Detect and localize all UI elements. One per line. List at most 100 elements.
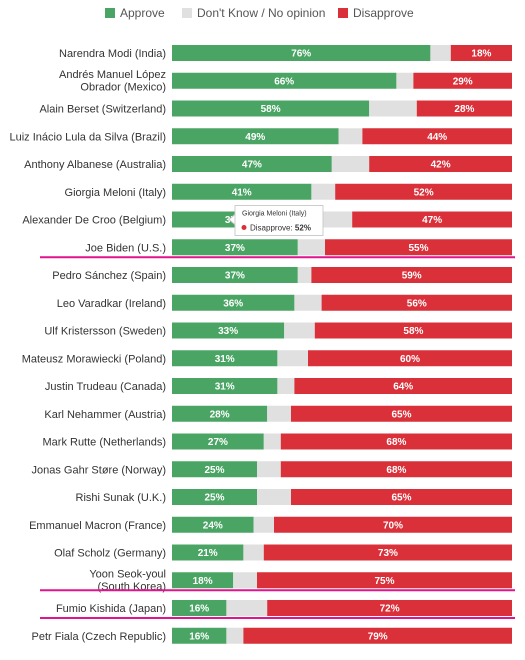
bar-segment-dont-know[interactable] [294, 294, 322, 311]
category-label: Narendra Modi (India) [59, 48, 166, 60]
bar-segment-approve[interactable] [172, 267, 298, 283]
bar-segment-dont-know[interactable] [396, 72, 414, 89]
chart-tooltip: Giorgia Meloni (Italy) Disapprove: 52% [228, 205, 324, 236]
bar-segment-dont-know[interactable] [369, 100, 417, 117]
data-label: 25% [204, 465, 224, 476]
bar-segment-dont-know[interactable] [331, 156, 370, 172]
bar-segment-approve[interactable] [172, 516, 254, 533]
chart-row: Ulf Kristersson (Sweden) 33% 58% [44, 322, 512, 339]
bar-segment-dont-know[interactable] [257, 489, 291, 505]
chart-row: Yoon Seok-youl (South Korea) 18% 75% [89, 568, 512, 593]
bar-segment-approve[interactable] [172, 572, 234, 589]
bar-segment-disapprove[interactable] [291, 489, 512, 505]
tooltip-marker [241, 225, 247, 230]
bar-segment-approve[interactable] [172, 461, 257, 478]
data-label: 59% [402, 271, 422, 282]
bar-segment-disapprove[interactable] [294, 378, 512, 394]
data-label: 31% [215, 354, 235, 365]
bar-segment-approve[interactable] [172, 350, 278, 367]
bar-segment-approve[interactable] [172, 72, 397, 89]
bar-segment-dont-know[interactable] [277, 378, 295, 394]
data-label: 56% [407, 298, 427, 309]
data-label: 41% [232, 187, 252, 198]
bar-segment-disapprove[interactable] [243, 627, 512, 644]
bar-segment-approve[interactable] [172, 627, 227, 644]
category-label: Fumio Kishida (Japan) [56, 603, 166, 615]
bar-segment-approve[interactable] [172, 378, 278, 394]
bar-segment-approve[interactable] [172, 45, 431, 61]
bar-segment-approve[interactable] [172, 239, 298, 256]
bar-segment-dont-know[interactable] [430, 45, 451, 61]
category-label: Olaf Scholz (Germany) [54, 548, 166, 560]
legend-swatch-1 [182, 8, 192, 18]
bar-segment-approve[interactable] [172, 183, 312, 200]
bar-segment-dont-know[interactable] [257, 461, 281, 478]
category-label: Anthony Albanese (Australia) [24, 159, 166, 171]
bar-segment-approve[interactable] [172, 156, 332, 172]
bar-segment-disapprove[interactable] [362, 128, 512, 145]
data-label: 66% [274, 76, 294, 87]
bar-segment-dont-know[interactable] [253, 516, 274, 533]
bar-segment-dont-know[interactable] [311, 183, 336, 200]
bar-segment-approve[interactable] [172, 322, 285, 339]
bar-segment-approve[interactable] [172, 544, 244, 561]
bar-segment-disapprove[interactable] [416, 100, 512, 117]
data-label: 42% [431, 160, 451, 171]
bar-segment-disapprove[interactable] [291, 405, 512, 422]
bar-segment-disapprove[interactable] [280, 461, 512, 478]
category-label: Ulf Kristersson (Sweden) [44, 326, 166, 338]
bar-segment-disapprove[interactable] [413, 72, 512, 89]
bar-segment-dont-know[interactable] [297, 267, 312, 283]
bar-segment-disapprove[interactable] [263, 544, 512, 561]
bar-segment-approve[interactable] [172, 100, 370, 117]
data-label: 68% [386, 437, 406, 448]
bar-segment-approve[interactable] [172, 433, 264, 450]
category-label: Rishi Sunak (U.K.) [76, 492, 166, 504]
bar-segment-disapprove[interactable] [274, 516, 512, 533]
bar-segment-approve[interactable] [172, 600, 227, 616]
data-label: 16% [189, 604, 209, 615]
data-label: 65% [391, 409, 411, 420]
bar-segment-disapprove[interactable] [450, 45, 512, 61]
category-label: Petr Fiala (Czech Republic) [32, 631, 167, 643]
bar-segment-dont-know[interactable] [226, 627, 244, 644]
bar-segment-disapprove[interactable] [335, 183, 512, 200]
bar-segment-disapprove[interactable] [314, 322, 512, 339]
bar-segment-disapprove[interactable] [369, 156, 512, 172]
legend-label-1[interactable]: Don't Know / No opinion [197, 6, 325, 20]
bar-segment-dont-know[interactable] [297, 239, 325, 256]
data-label: 18% [471, 49, 491, 60]
bar-segment-dont-know[interactable] [233, 572, 257, 589]
data-label: 75% [374, 576, 394, 587]
legend-label-0[interactable]: Approve [120, 6, 165, 20]
data-label: 60% [400, 354, 420, 365]
chart-row: Justin Trudeau (Canada) 31% 64% [45, 378, 512, 394]
bar-segment-dont-know[interactable] [277, 350, 308, 367]
chart-row: Rishi Sunak (U.K.) 25% 65% [76, 489, 512, 505]
tooltip-title: Giorgia Meloni (Italy) [242, 211, 307, 218]
bar-segment-disapprove[interactable] [325, 239, 512, 256]
bar-segment-approve[interactable] [172, 489, 257, 505]
bar-segment-dont-know[interactable] [284, 322, 315, 339]
bar-segment-disapprove[interactable] [321, 294, 512, 311]
bar-segment-disapprove[interactable] [308, 350, 512, 367]
category-label: Mark Rutte (Netherlands) [43, 437, 167, 449]
chart-row: Alain Berset (Switzerland) 58% 28% [39, 100, 512, 117]
bar-segment-approve[interactable] [172, 128, 339, 145]
bar-segment-disapprove[interactable] [352, 211, 512, 228]
category-label: Andrés Manuel López Obrador (Mexico) [59, 69, 166, 94]
bar-segment-disapprove[interactable] [280, 433, 512, 450]
bar-segment-dont-know[interactable] [263, 433, 281, 450]
bar-segment-disapprove[interactable] [257, 572, 512, 589]
bar-segment-disapprove[interactable] [311, 267, 512, 283]
bar-segment-approve[interactable] [172, 294, 295, 311]
bar-segment-dont-know[interactable] [243, 544, 264, 561]
bar-segment-approve[interactable] [172, 405, 268, 422]
bar-segment-dont-know[interactable] [226, 600, 268, 616]
legend-label-2[interactable]: Disapprove [353, 6, 414, 20]
bar-segment-dont-know[interactable] [267, 405, 291, 422]
chart-row: Pedro Sánchez (Spain) 37% 59% [52, 267, 512, 283]
bar-segment-dont-know[interactable] [338, 128, 363, 145]
bar-segment-disapprove[interactable] [267, 600, 512, 616]
